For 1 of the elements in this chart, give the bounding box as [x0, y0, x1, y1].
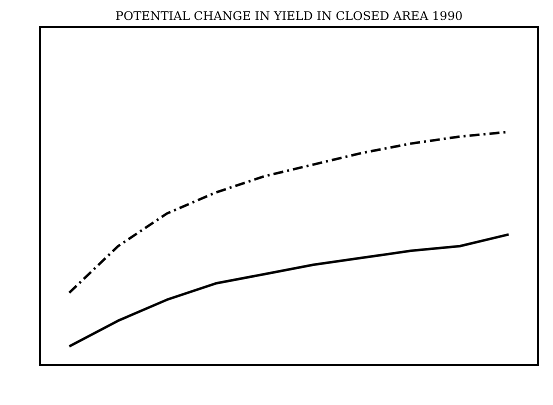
chart-title: POTENTIAL CHANGE IN YIELD IN CLOSED AREA 1990 [115, 9, 463, 23]
